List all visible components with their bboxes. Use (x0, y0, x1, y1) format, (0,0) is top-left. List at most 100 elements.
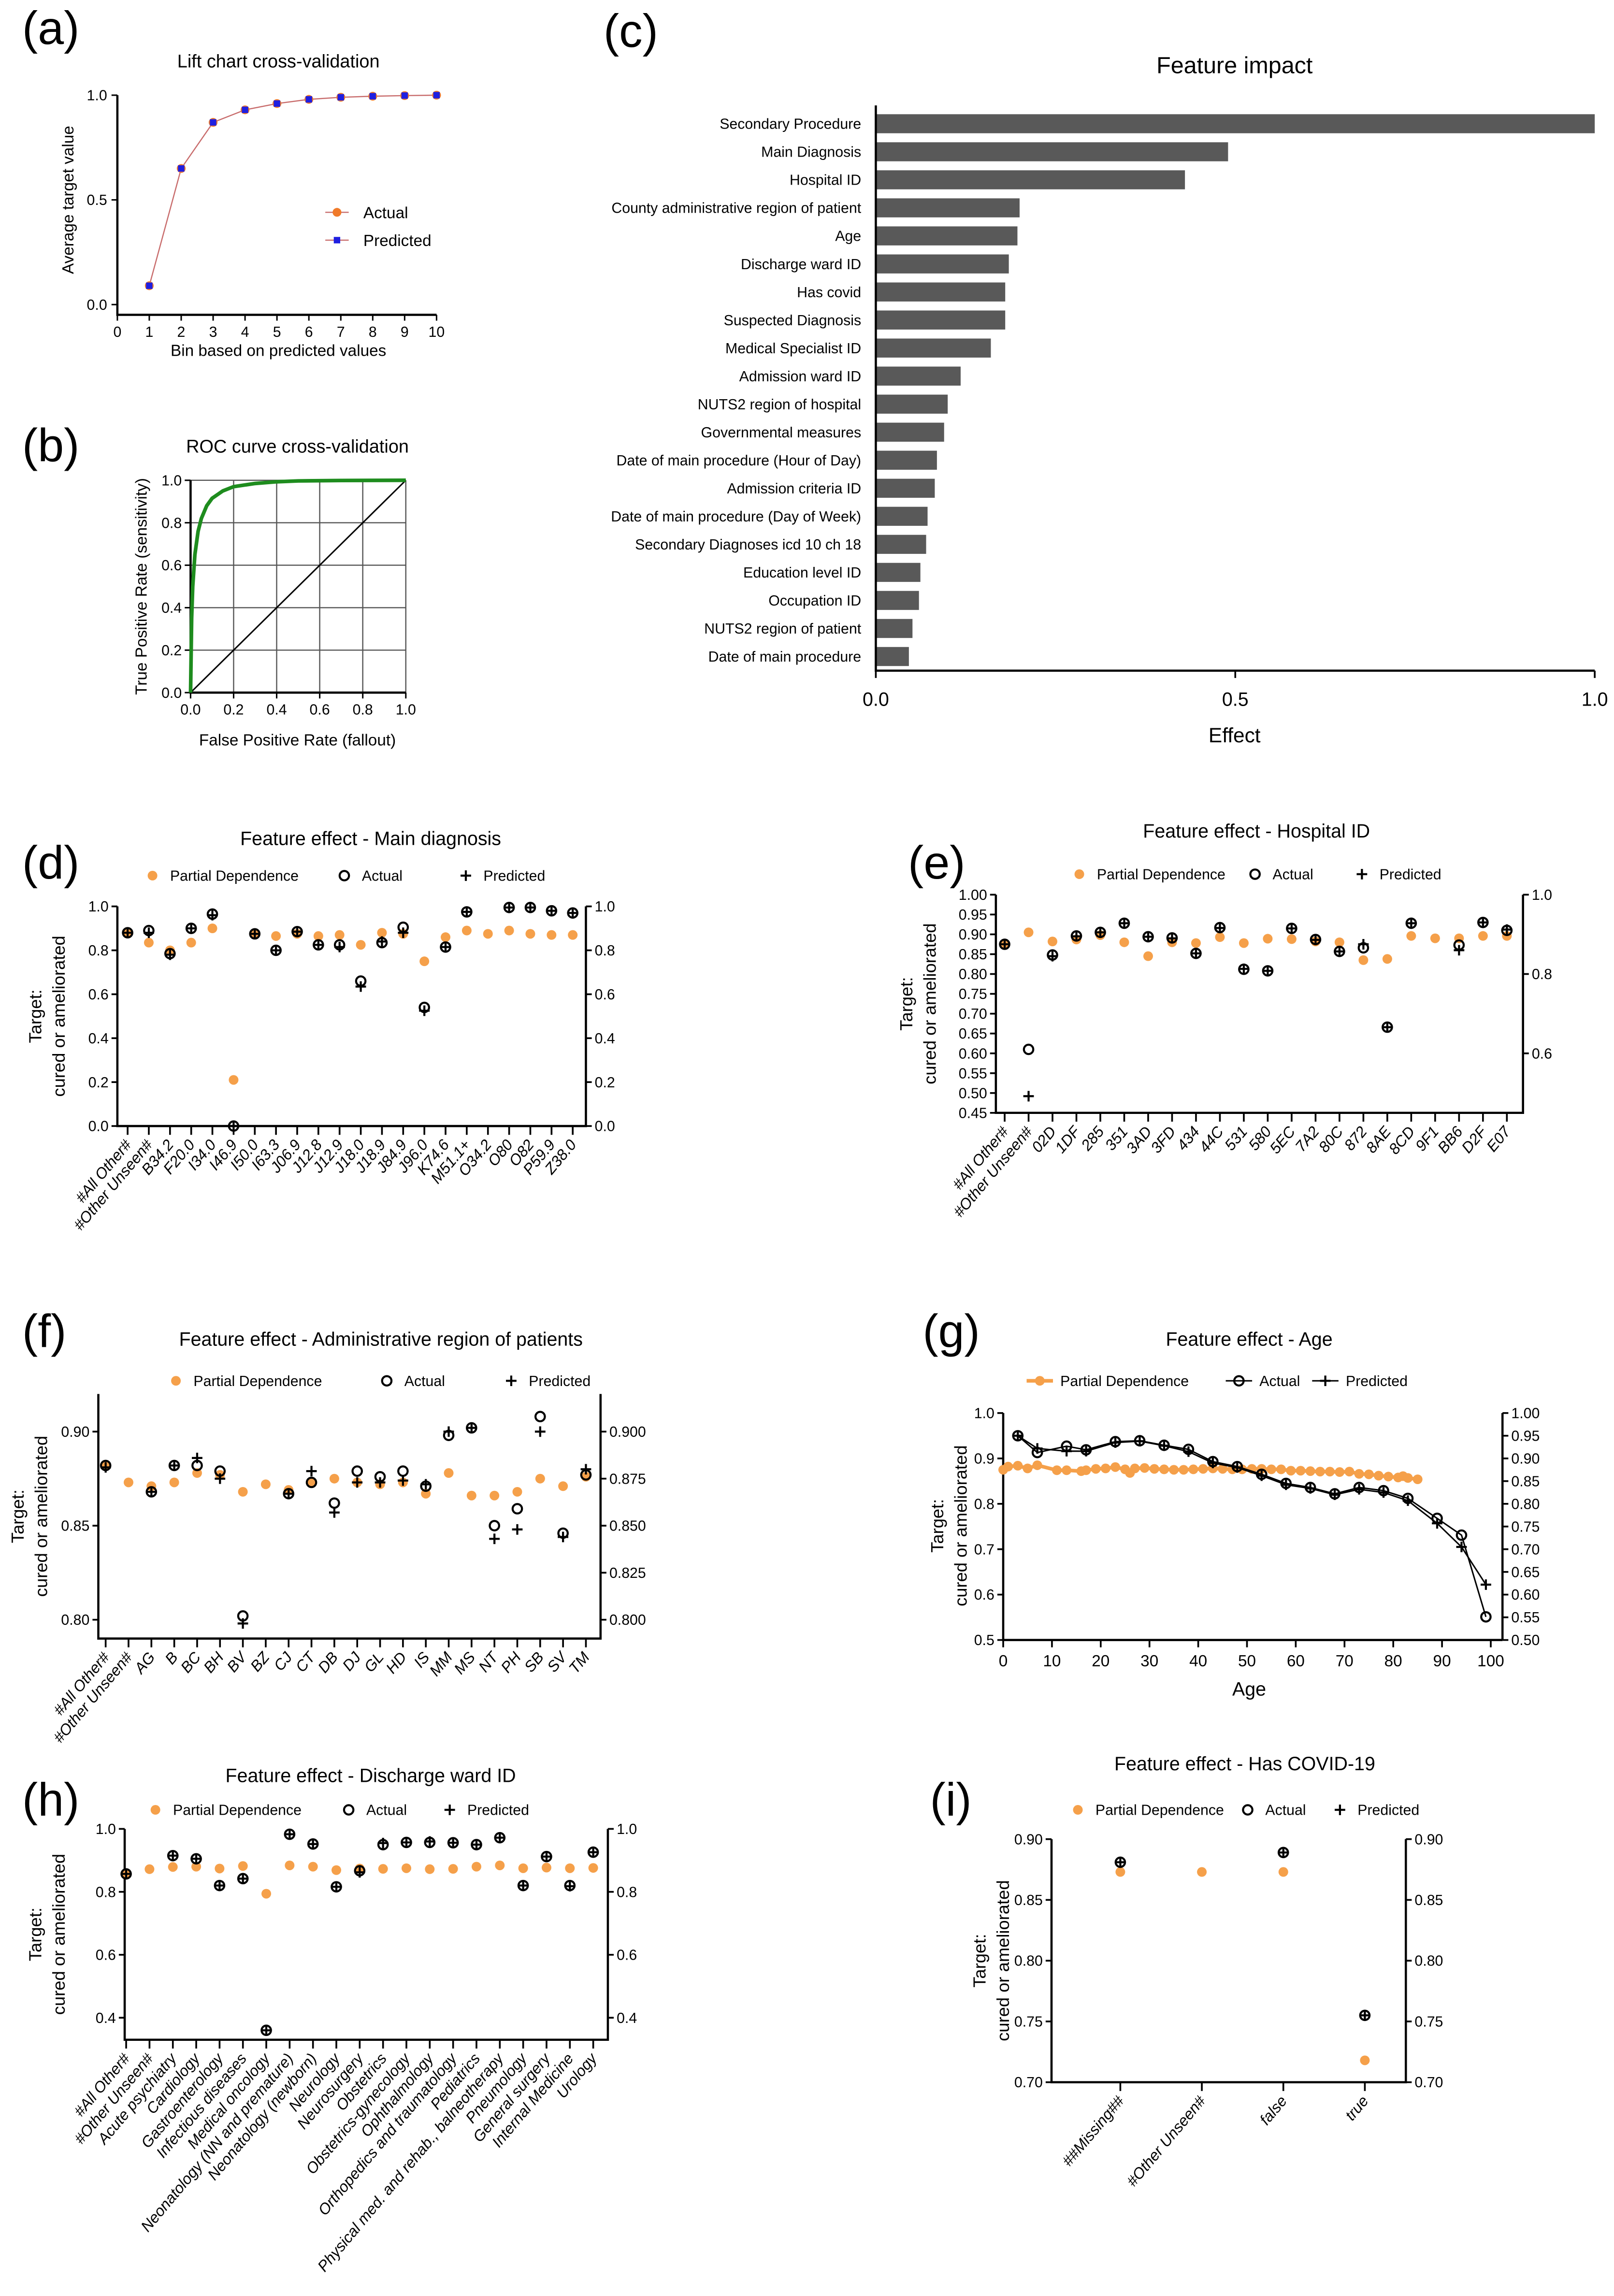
predicted-point (1207, 1458, 1218, 1469)
y-tick-label: 1.0 (96, 1821, 116, 1837)
category-label: AG (130, 1648, 158, 1677)
predicted-point (541, 1851, 552, 1862)
legend-label-predicted: Predicted (483, 868, 545, 884)
category-label: BC (177, 1648, 204, 1676)
pd-point (535, 1473, 545, 1484)
pd-point (1478, 931, 1488, 941)
pd-point (441, 932, 451, 942)
y-tick-label: 0.2 (88, 1075, 109, 1091)
y-tick-label-right: 0.80 (1511, 1496, 1540, 1512)
predicted-point (292, 926, 303, 937)
y-tick-label: 0.0 (87, 297, 107, 313)
pd-point (238, 1861, 248, 1871)
pd-point (1023, 927, 1034, 938)
pd-point (1032, 1460, 1042, 1470)
predicted-point (214, 1880, 225, 1891)
pd-point (1325, 1467, 1335, 1477)
pd-point (144, 938, 154, 948)
predicted-point (146, 1487, 157, 1497)
pd-point (1286, 1466, 1296, 1476)
predicted-point (564, 1881, 576, 1892)
predicted-point (580, 1464, 591, 1475)
legend-label-actual: Actual (1259, 1373, 1300, 1389)
pd-point (1003, 1461, 1013, 1472)
category-label: GL (360, 1648, 387, 1675)
predicted-point (466, 1422, 477, 1433)
pd-point (425, 1864, 435, 1874)
predicted-point (376, 936, 388, 947)
pd-point (483, 929, 493, 939)
feature-label: Secondary Procedure (720, 116, 861, 132)
feature-label: NUTS2 region of hospital (698, 397, 861, 413)
y-tick-label: 1.00 (959, 887, 987, 903)
predicted-line (1017, 1435, 1487, 1585)
predicted-point (397, 1475, 408, 1486)
predicted-point (1159, 1440, 1169, 1451)
x-tick-label: 10 (1043, 1652, 1061, 1670)
feature-label: Hospital ID (790, 173, 861, 188)
predicted-point (1286, 923, 1297, 934)
predicted-point (443, 1426, 454, 1437)
y-tick-label-right: 0.90 (1414, 1832, 1443, 1848)
pd-point (191, 1862, 202, 1872)
pd-point (402, 1863, 411, 1873)
legend-marker-predicted (461, 870, 471, 881)
feature-bar (876, 310, 1006, 330)
predicted-point (1183, 1446, 1194, 1457)
predicted-point (1329, 1489, 1340, 1500)
y-tick-label: 1.0 (161, 473, 182, 489)
pd-point (1335, 1467, 1345, 1477)
pd-point (1286, 934, 1297, 944)
predicted-point (354, 1867, 365, 1878)
predicted-point (1134, 1436, 1145, 1447)
random-diagonal (190, 479, 406, 693)
y-tick-label-right: 0.875 (609, 1471, 646, 1487)
y-tick-label: 0.0 (88, 1119, 109, 1135)
feature-bar (876, 254, 1009, 274)
feature-label: Age (835, 229, 861, 245)
pd-point (541, 1863, 551, 1873)
category-label: SV (544, 1647, 571, 1675)
x-tick-label: 0.5 (1222, 689, 1249, 710)
x-tick-label: 2 (177, 324, 186, 340)
x-tick-label: 1.0 (396, 702, 416, 718)
pd-point (1081, 1465, 1091, 1475)
legend-marker-actual (1242, 1804, 1254, 1816)
pd-point (378, 1864, 388, 1874)
legend-label-predicted: Predicted (1357, 1803, 1419, 1819)
predicted-point (518, 1880, 529, 1891)
legend-label-predicted: Predicted (529, 1373, 591, 1389)
predicted-point (261, 2025, 272, 2036)
feature-bar (876, 534, 926, 554)
y-tick-label: 0.75 (959, 986, 987, 1002)
category-label: CT (292, 1647, 319, 1675)
category-label: 3AD (1123, 1123, 1155, 1157)
pd-point (495, 1860, 505, 1870)
predicted-point (169, 1460, 180, 1471)
pd-point (356, 940, 366, 950)
feature-label: NUTS2 region of patient (704, 621, 861, 637)
y-axis-label: cured or ameliorated (49, 1854, 69, 2015)
predicted-point (355, 981, 366, 992)
category-label: 872 (1340, 1123, 1370, 1154)
predicted-point (504, 902, 515, 913)
y-tick-label-right: 0.0 (595, 1119, 615, 1135)
pd-point (1169, 1465, 1179, 1475)
x-tick-label: 0 (999, 1652, 1008, 1670)
predicted-point (1232, 1462, 1243, 1473)
y-tick-label-right: 0.75 (1511, 1519, 1540, 1535)
predicted-point (447, 1837, 459, 1848)
y-tick-label-right: 0.85 (1414, 1892, 1443, 1908)
pd-point (207, 924, 217, 934)
predicted-point (1081, 1445, 1092, 1457)
legend-label-actual: Actual (366, 1803, 407, 1819)
y-tick-label: 0.65 (959, 1026, 987, 1042)
predicted-point (1061, 1445, 1072, 1457)
pd-point (466, 1490, 476, 1501)
axes (994, 895, 1524, 1114)
legend-label-actual: Actual (362, 868, 403, 884)
pd-point (568, 930, 578, 940)
pd-point (1360, 2055, 1370, 2065)
category-label: MS (450, 1648, 478, 1677)
pd-point (1110, 1462, 1121, 1472)
